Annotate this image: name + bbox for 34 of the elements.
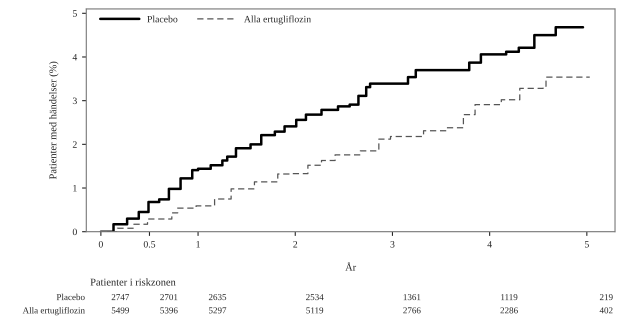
text: 2747 (112, 294, 130, 300)
text: 2635 (208, 294, 226, 300)
y-tick-label: 4 (72, 54, 78, 60)
x-tick-label: 2 (293, 241, 298, 248)
y-tick-label: 3 (72, 98, 77, 104)
text: 2701 (160, 294, 178, 300)
text: Patienter i riskzonen (90, 278, 176, 286)
text: 5297 (209, 307, 226, 314)
x-tick-label: 3 (390, 241, 394, 248)
y-tick-label: 2 (72, 141, 77, 148)
text: 5396 (160, 307, 178, 314)
text: Alla ertugliflozin (22, 306, 85, 316)
y-tick-label: 5 (72, 10, 77, 17)
legend-label: Alla ertugliflozin (244, 15, 311, 24)
text: 2286 (500, 307, 518, 314)
x-axis-title: År (345, 262, 356, 271)
x-tick-label: 0 (98, 241, 103, 248)
text: 219 (600, 294, 613, 300)
y-tick-label: 0 (72, 228, 77, 236)
text: 5499 (112, 307, 129, 314)
y-tick-label: 1 (73, 184, 77, 192)
x-tick-label: 4 (487, 241, 492, 248)
text: 402 (600, 307, 613, 314)
legend-label: Placebo (147, 16, 178, 22)
text: 5119 (306, 307, 324, 314)
text: 1119 (501, 294, 518, 300)
x-tick-label: 5 (584, 241, 589, 248)
x-tick-label: 1 (196, 241, 200, 248)
text: Placebo (56, 294, 85, 300)
text: 1361 (404, 294, 420, 300)
text: 2766 (403, 307, 421, 314)
text: 2534 (306, 294, 324, 300)
x-tick-label: 0.5 (144, 241, 156, 248)
y-axis-title: Patienter med händelser (%) (49, 62, 59, 180)
